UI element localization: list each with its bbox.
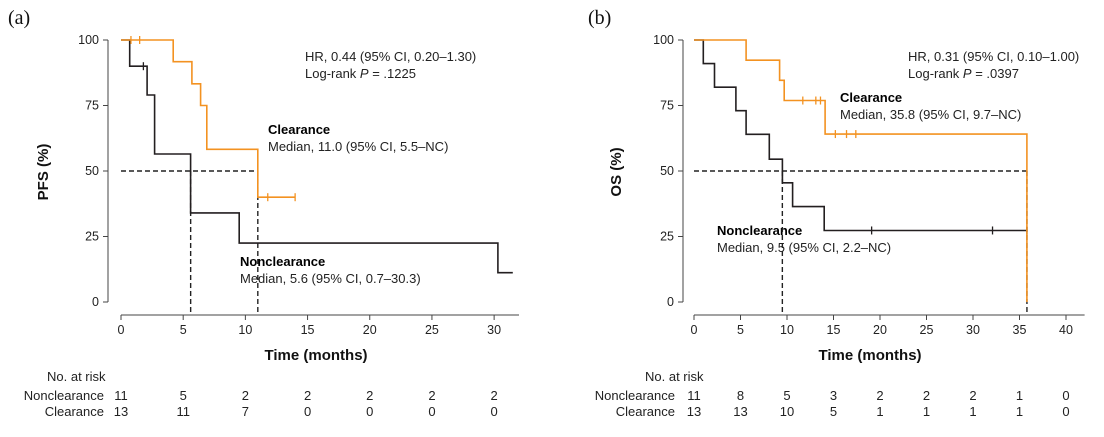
- panel-a-risk-cell: 2: [428, 388, 435, 403]
- panel-b-label: (b): [588, 7, 611, 29]
- panel-b-risk-cell: 1: [1016, 388, 1023, 403]
- panel-b-logrank-value: = .0397: [972, 66, 1019, 81]
- panel-b-plot: 0 5 10 15 20 25 30 35 40 0 25 50 75 100: [653, 33, 1085, 337]
- panel-b-x-tick-label: 5: [737, 323, 744, 337]
- panel-a-logrank-prefix: Log-rank: [305, 66, 360, 81]
- panel-a-clearance-name: Clearance: [268, 122, 330, 137]
- panel-a-ylabel: PFS (%): [35, 144, 52, 201]
- panel-a-risk-cell: 5: [180, 388, 187, 403]
- panel-b-risk-cell: 10: [780, 404, 794, 419]
- panel-b-risk-cell: 0: [1062, 388, 1069, 403]
- panel-b-x-tick-label: 35: [1013, 323, 1027, 337]
- panel-b-risk-cell: 13: [733, 404, 747, 419]
- panel-a-hr-text: HR, 0.44 (95% CI, 0.20–1.30): [305, 49, 476, 64]
- panel-a-risk-cell: 2: [304, 388, 311, 403]
- panel-a-nonclearance-name: Nonclearance: [240, 254, 325, 269]
- panel-b-risk-cell: 1: [1016, 404, 1023, 419]
- panel-a-y-tick-label: 75: [85, 99, 99, 113]
- panel-b-y-tick-label: 25: [660, 230, 674, 244]
- panel-b-hr-text: HR, 0.31 (95% CI, 0.10–1.00): [908, 49, 1079, 64]
- panel-a-x-tick-label: 10: [238, 323, 252, 337]
- panel-a-x-tick-label: 5: [180, 323, 187, 337]
- panel-b-y-tick-label: 50: [660, 164, 674, 178]
- panel-b-risk-header: No. at risk: [645, 369, 704, 384]
- panel-a-nonclearance-median: Median, 5.6 (95% CI, 0.7–30.3): [240, 271, 421, 286]
- panel-b-risk-cell: 5: [830, 404, 837, 419]
- panel-b-risk-row-label: Nonclearance: [595, 388, 675, 403]
- panel-a-risk-cell: 0: [366, 404, 373, 419]
- panel-a-y-tick-label: 0: [92, 295, 99, 309]
- panel-a-risk-row-label: Clearance: [45, 404, 104, 419]
- panel-a-y-tick-label: 100: [78, 33, 99, 47]
- panel-b-nonclearance-curve: [694, 39, 1027, 232]
- panel-a-y-tick-label: 50: [85, 164, 99, 178]
- panel-a-risk-cell: 2: [491, 388, 498, 403]
- panel-b-x-tick-label: 0: [691, 323, 698, 337]
- panel-a-risk-cell: 0: [491, 404, 498, 419]
- panel-a-risk-cell: 2: [366, 388, 373, 403]
- panel-b-x-tick-label: 25: [920, 323, 934, 337]
- panel-b-risk-cell: 1: [876, 404, 883, 419]
- panel-a-label: (a): [8, 7, 30, 29]
- panel-b-risk-cell: 2: [969, 388, 976, 403]
- panel-b: (b) OS (%) Time (months) HR, 0.31 (95% C…: [588, 7, 1085, 419]
- panel-a-nonclearance-curve: [121, 39, 513, 274]
- panel-b-risk-cell: 1: [969, 404, 976, 419]
- panel-a-xlabel: Time (months): [264, 347, 367, 364]
- panel-a-logrank-p: P: [360, 66, 369, 81]
- panel-b-nonclearance-name: Nonclearance: [717, 223, 802, 238]
- panel-a-risk-cell: 2: [242, 388, 249, 403]
- panel-b-y-tick-label: 75: [660, 99, 674, 113]
- panel-a-risk-cell: 7: [242, 404, 249, 419]
- panel-b-risk-cell: 1: [923, 404, 930, 419]
- panel-b-clearance-curve: [694, 39, 1028, 302]
- panel-b-logrank-p: P: [963, 66, 972, 81]
- panel-a-risk-cell: 11: [176, 404, 190, 419]
- panel-b-risk-cell: 2: [876, 388, 883, 403]
- panel-b-risk-cell: 2: [923, 388, 930, 403]
- panel-b-ylabel: OS (%): [608, 147, 625, 196]
- panel-a-logrank-text: Log-rank P = .1225: [305, 66, 416, 81]
- panel-a: (a) PFS (%) Time (months) HR, 0.44 (95% …: [8, 7, 519, 419]
- panel-b-x-tick-label: 10: [780, 323, 794, 337]
- panel-a-x-tick-label: 20: [363, 323, 377, 337]
- panel-a-logrank-value: = .1225: [369, 66, 416, 81]
- panel-b-x-tick-label: 40: [1059, 323, 1073, 337]
- panel-b-risk-cell: 3: [830, 388, 837, 403]
- panel-a-clearance-curve: [121, 39, 296, 198]
- panel-b-x-tick-label: 20: [873, 323, 887, 337]
- panel-b-x-tick-label: 30: [966, 323, 980, 337]
- panel-b-nonclearance-median: Median, 9.5 (95% CI, 2.2–NC): [717, 240, 891, 255]
- panel-b-risk-cell: 11: [687, 388, 701, 403]
- panel-a-risk-cell: 0: [304, 404, 311, 419]
- panel-b-risk-row-label: Clearance: [616, 404, 675, 419]
- panel-a-risk-cell: 0: [428, 404, 435, 419]
- panel-b-risk-cell: 8: [737, 388, 744, 403]
- panel-a-x-tick-label: 30: [487, 323, 501, 337]
- panel-b-y-tick-label: 0: [667, 295, 674, 309]
- panel-a-x-tick-label: 25: [425, 323, 439, 337]
- panel-a-plot: 0 5 10 15 20 25 30 0 25 50 75 100: [78, 33, 519, 337]
- panel-b-clearance-median: Median, 35.8 (95% CI, 9.7–NC): [840, 107, 1021, 122]
- panel-b-xlabel: Time (months): [818, 347, 921, 364]
- panel-a-clearance-median: Median, 11.0 (95% CI, 5.5–NC): [268, 139, 448, 154]
- panel-b-logrank-text: Log-rank P = .0397: [908, 66, 1019, 81]
- panel-b-x-tick-label: 15: [827, 323, 841, 337]
- panel-a-risk-row-label: Nonclearance: [24, 388, 104, 403]
- panel-b-clearance-name: Clearance: [840, 90, 902, 105]
- panel-a-risk-cell: 13: [114, 404, 128, 419]
- panel-b-y-tick-label: 100: [653, 33, 674, 47]
- panel-a-x-tick-label: 0: [118, 323, 125, 337]
- panel-b-logrank-prefix: Log-rank: [908, 66, 963, 81]
- panel-a-y-tick-label: 25: [85, 230, 99, 244]
- panel-a-x-tick-label: 15: [301, 323, 315, 337]
- panel-b-risk-cell: 5: [783, 388, 790, 403]
- panel-a-risk-header: No. at risk: [47, 369, 106, 384]
- panel-b-risk-cell: 0: [1062, 404, 1069, 419]
- panel-a-risk-cell: 11: [114, 388, 128, 403]
- panel-b-risk-cell: 13: [687, 404, 701, 419]
